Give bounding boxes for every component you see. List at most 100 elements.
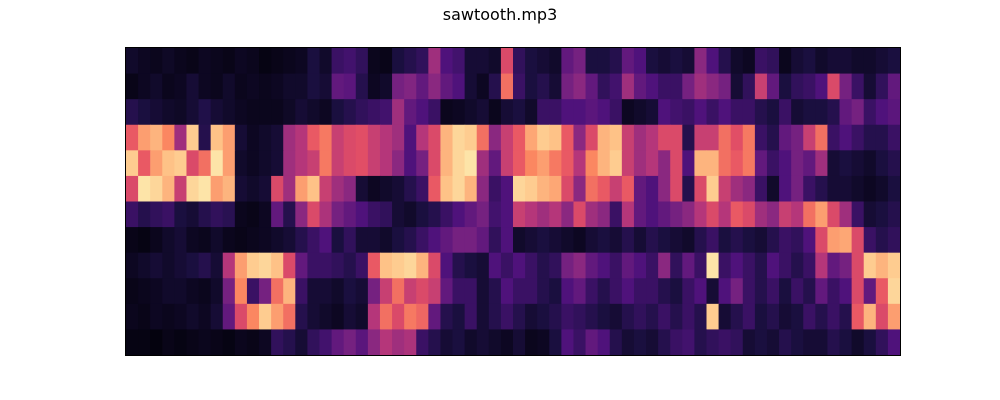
heatmap-cell [513, 201, 526, 228]
heatmap-cell [851, 99, 865, 126]
heatmap-cell [609, 201, 623, 228]
heatmap-cell [549, 99, 562, 126]
heatmap-cell [779, 303, 792, 331]
heatmap-cell [887, 227, 901, 254]
heatmap-cell [162, 329, 175, 356]
heatmap-cell [742, 48, 756, 75]
heatmap-cell [730, 329, 744, 356]
heatmap-cell [609, 48, 623, 75]
heatmap-cell [766, 150, 780, 177]
heatmap-cell [863, 303, 877, 331]
heatmap-cell [246, 124, 260, 151]
heatmap-cell [658, 329, 671, 356]
heatmap-cell [633, 175, 647, 203]
heatmap-cell [585, 175, 599, 203]
heatmap-cell [343, 278, 357, 305]
heatmap-cell [718, 150, 732, 177]
heatmap-cell [392, 48, 405, 75]
heatmap-cell [343, 99, 357, 126]
heatmap-cell [271, 124, 284, 151]
heatmap-cell [234, 99, 248, 126]
heatmap-cell [730, 124, 744, 151]
heatmap-cell [706, 201, 720, 228]
heatmap-cell [283, 99, 296, 126]
heatmap-cell [295, 227, 308, 254]
heatmap-cell [803, 99, 816, 126]
heatmap-cell [186, 252, 200, 279]
heatmap-cell [379, 329, 393, 356]
heatmap-cell [259, 150, 272, 177]
heatmap-cell [234, 329, 248, 356]
heatmap-cell [730, 303, 744, 331]
heatmap-cell [597, 150, 611, 177]
heatmap-cell [887, 252, 901, 279]
heatmap-cell [718, 73, 732, 100]
heatmap-cell [162, 252, 175, 279]
heatmap-cell [658, 150, 671, 177]
heatmap-cell [138, 329, 151, 356]
heatmap-cell [319, 303, 333, 331]
heatmap-cell [597, 48, 611, 75]
heatmap-cell [500, 278, 514, 305]
heatmap-cell [428, 99, 442, 126]
heatmap-cell [633, 278, 647, 305]
heatmap-cell [210, 48, 224, 75]
heatmap-cell [440, 175, 454, 203]
heatmap-cell [186, 48, 200, 75]
heatmap-cell [742, 303, 756, 331]
heatmap-cell [319, 124, 333, 151]
heatmap-cell [621, 227, 635, 254]
heatmap-cell [404, 124, 417, 151]
heatmap-cell [246, 150, 260, 177]
heatmap-cell [379, 73, 393, 100]
heatmap-cell [766, 124, 780, 151]
heatmap-cell [150, 201, 163, 228]
heatmap-cell [561, 201, 575, 228]
heatmap-cell [307, 150, 321, 177]
heatmap-cell [573, 150, 587, 177]
heatmap-cell [706, 175, 720, 203]
heatmap-cell [621, 124, 635, 151]
heatmap-cell [754, 99, 768, 126]
heatmap-cell [379, 150, 393, 177]
heatmap-cell [766, 201, 780, 228]
heatmap-cell [404, 227, 417, 254]
heatmap-cell [875, 303, 889, 331]
heatmap-cell [585, 227, 599, 254]
heatmap-cell [307, 73, 321, 100]
heatmap-cell [379, 278, 393, 305]
heatmap-cell [573, 278, 587, 305]
heatmap-cell [150, 48, 163, 75]
heatmap-cell [392, 73, 405, 100]
heatmap-cell [779, 201, 792, 228]
heatmap-cell [476, 150, 490, 177]
heatmap-cell [633, 124, 647, 151]
heatmap-cell [162, 201, 175, 228]
heatmap-cell [621, 329, 635, 356]
heatmap-cell [367, 99, 381, 126]
heatmap-cell [355, 252, 369, 279]
heatmap-cell [646, 73, 659, 100]
heatmap-cell [222, 150, 236, 177]
heatmap-cell [343, 150, 357, 177]
heatmap-cell [392, 329, 405, 356]
heatmap-cell [670, 329, 683, 356]
heatmap-cell [730, 175, 744, 203]
heatmap-cell [234, 150, 248, 177]
heatmap-cell [428, 150, 442, 177]
heatmap-cell [791, 278, 804, 305]
heatmap-cell [283, 201, 296, 228]
heatmap-cell [646, 150, 659, 177]
heatmap-cell [186, 175, 200, 203]
heatmap-cell [585, 252, 599, 279]
heatmap-cell [259, 201, 272, 228]
heatmap-cell [851, 227, 865, 254]
heatmap-cell [440, 252, 454, 279]
heatmap-cell [138, 252, 151, 279]
heatmap-cell [126, 48, 139, 75]
heatmap-cell [887, 99, 901, 126]
heatmap-cell [343, 303, 357, 331]
heatmap-cell [343, 227, 357, 254]
heatmap-cell [621, 278, 635, 305]
heatmap-cell [839, 175, 853, 203]
